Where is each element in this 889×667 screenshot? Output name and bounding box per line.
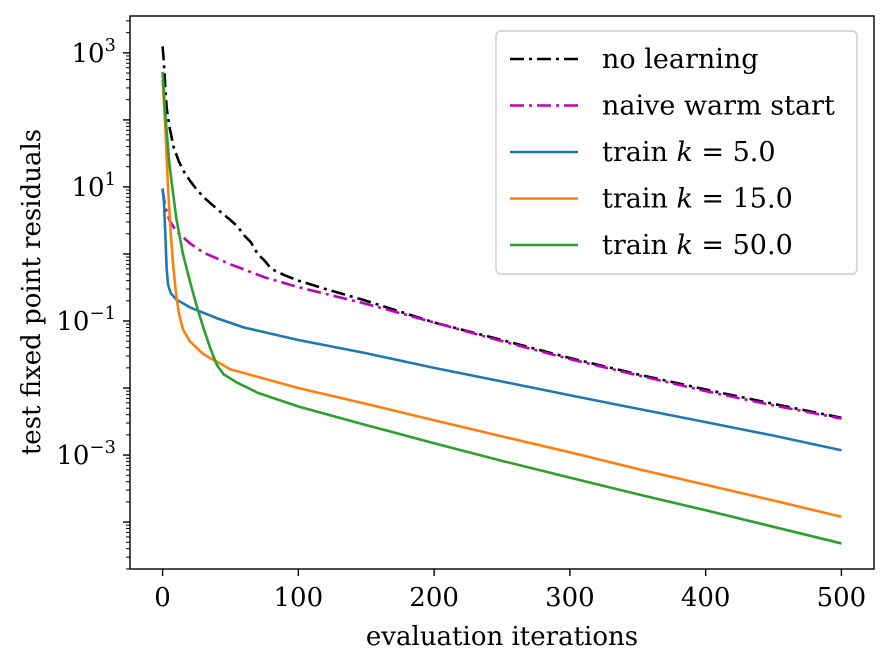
x-tick-label: 100 <box>274 583 324 613</box>
y-tick-exponent: 1 <box>105 169 116 190</box>
legend-value: = 5.0 <box>693 137 776 168</box>
legend-label-3: train k = 15.0 <box>602 184 793 215</box>
y-tick-label: 10−3 <box>56 437 116 471</box>
y-tick-base: 10 <box>71 173 104 203</box>
legend-label-1: naive warm start <box>602 91 835 122</box>
legend-variable: k <box>676 230 692 261</box>
y-tick-label: 103 <box>71 35 116 69</box>
legend-variable: k <box>676 137 692 168</box>
legend-text: train <box>602 230 676 261</box>
plot-frame <box>129 15 875 570</box>
legend-text: no learning <box>602 44 759 75</box>
y-tick-label: 10−1 <box>56 303 116 337</box>
y-tick-base: 10 <box>71 39 104 69</box>
series-line-2 <box>161 188 842 452</box>
legend-value: = 15.0 <box>693 184 793 215</box>
legend-text: naive warm start <box>602 91 835 122</box>
legend-label-2: train k = 5.0 <box>602 137 776 168</box>
legend: no learning naive warm start train k = 5.0… <box>495 30 858 275</box>
x-tick-label: 200 <box>409 583 459 613</box>
y-axis-label: test fixed point residuals <box>17 129 47 455</box>
legend-label-0: no learning <box>602 44 759 75</box>
y-tick-exponent: −1 <box>89 303 116 324</box>
x-ticks: 0 100 200 300 400 500 <box>154 569 866 613</box>
legend-box <box>495 30 858 275</box>
legend-text: train <box>602 184 676 215</box>
series-line-0 <box>161 46 842 420</box>
legend-label-4: train k = 50.0 <box>602 230 793 261</box>
legend-variable: k <box>676 184 692 215</box>
y-tick-exponent: −3 <box>89 437 116 458</box>
y-tick-base: 10 <box>56 307 89 337</box>
legend-text: train <box>602 137 676 168</box>
x-axis-label: evaluation iterations <box>366 622 638 652</box>
series-line-4 <box>161 71 842 545</box>
x-tick-label: 500 <box>817 583 867 613</box>
series-line-1 <box>161 189 842 420</box>
y-tick-base: 10 <box>56 441 89 471</box>
x-tick-label: 300 <box>545 583 595 613</box>
y-tick-exponent: 3 <box>105 35 116 56</box>
x-tick-label: 0 <box>154 583 171 613</box>
y-tick-label: 101 <box>71 169 116 203</box>
legend-value: = 50.0 <box>693 230 793 261</box>
x-tick-label: 400 <box>681 583 731 613</box>
series-layer <box>161 46 842 545</box>
